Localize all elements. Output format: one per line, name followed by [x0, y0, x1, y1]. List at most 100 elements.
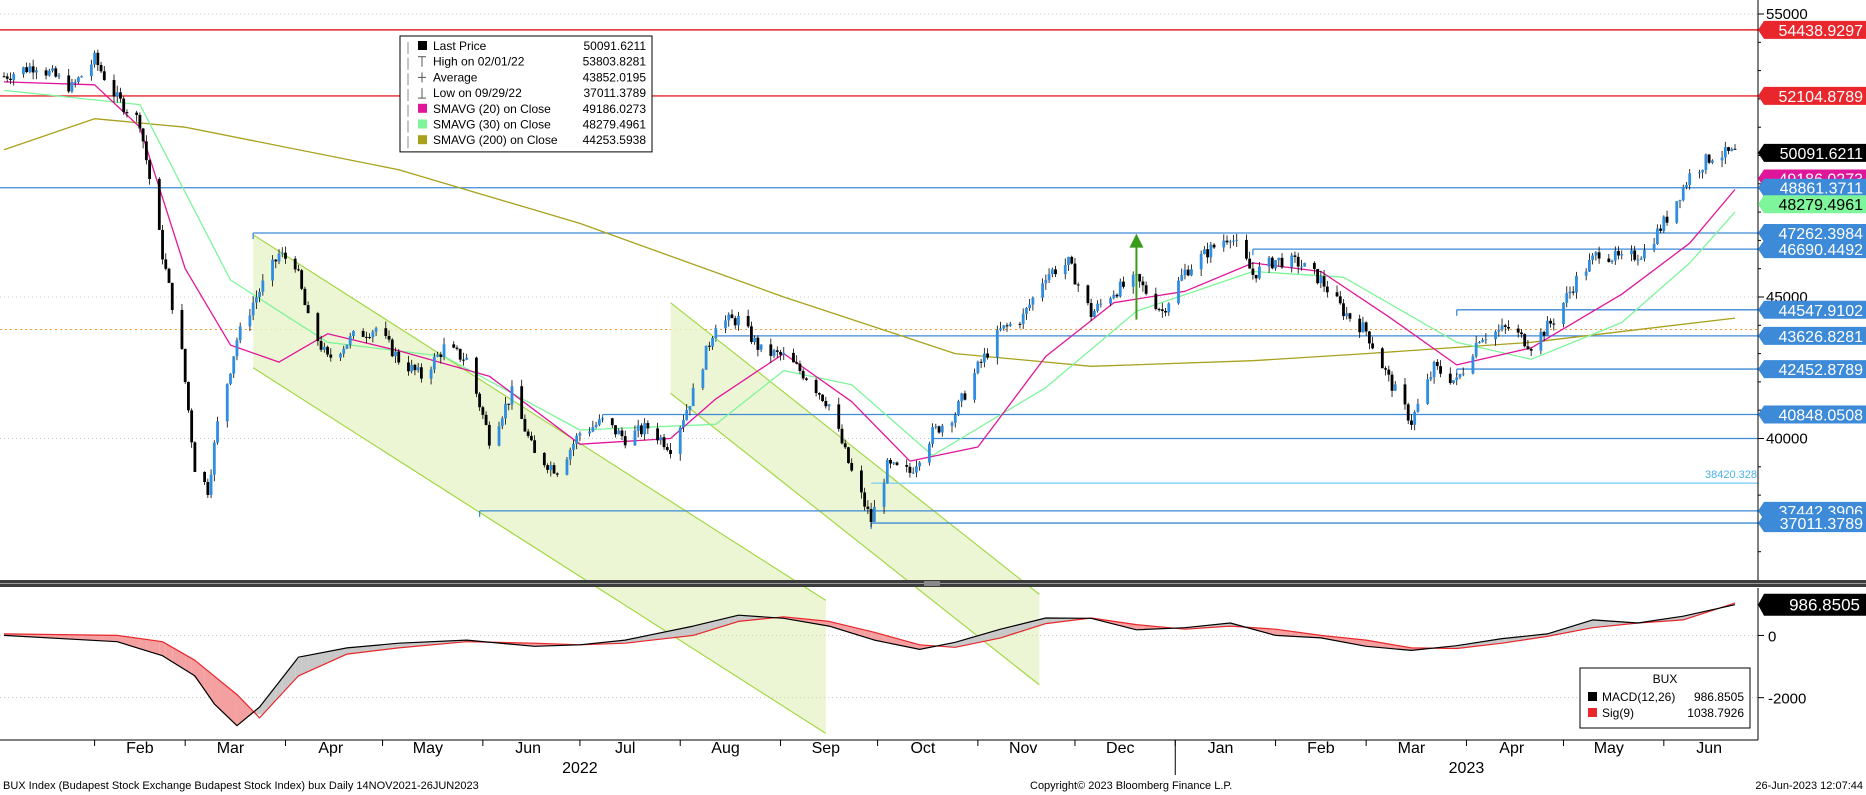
macd-diff-fill	[1052, 618, 1066, 623]
candle-body	[115, 92, 119, 97]
candle-body	[711, 337, 714, 347]
candle-body	[1342, 303, 1345, 317]
candle-body	[216, 421, 219, 443]
candle-body	[510, 386, 514, 405]
candle-body	[190, 410, 194, 443]
candle-body	[733, 318, 737, 326]
candle-body	[659, 437, 663, 441]
candle-body	[623, 436, 627, 446]
value-tag-label: 46690.4492	[1778, 242, 1863, 259]
fib-label: 38420.328	[1705, 469, 1757, 481]
value-tag-40848.0508: 40848.0508	[1758, 405, 1866, 425]
candle-body	[119, 92, 122, 99]
value-tag-label: 50091.6211	[1780, 146, 1863, 163]
legend-value: 49186.0273	[583, 102, 647, 116]
candle-body	[860, 470, 863, 493]
candle-body	[371, 331, 375, 338]
candle-body	[157, 178, 161, 230]
candle-body	[481, 407, 485, 415]
candle-body	[1293, 255, 1297, 257]
candle-body	[1516, 328, 1520, 333]
candle-body	[397, 351, 401, 363]
legend-value: 43852.0195	[583, 70, 647, 84]
candle-body	[1384, 368, 1387, 370]
candle-body	[1177, 280, 1180, 304]
candle-body	[1031, 297, 1035, 305]
value-tag-label: 47262.3984	[1778, 226, 1863, 243]
candle-body	[523, 418, 527, 432]
candle-body	[394, 351, 397, 357]
candle-body	[546, 465, 549, 470]
candle-body	[1325, 286, 1329, 293]
candle-body	[882, 483, 886, 507]
candle-body	[432, 356, 436, 370]
legend-value: 48279.4961	[583, 118, 647, 132]
macd-diff-fill	[1291, 631, 1299, 637]
value-tag-label: 48861.3711	[1780, 181, 1863, 198]
candle-body	[1047, 274, 1051, 281]
macd-diff-fill	[101, 635, 115, 642]
candle-body	[892, 462, 896, 464]
value-tag-52104.8789: 52104.8789	[1758, 86, 1866, 106]
candle-body	[724, 320, 727, 329]
candle-body	[601, 418, 604, 420]
candle-body	[520, 386, 524, 419]
candle-body	[1613, 250, 1617, 261]
candle-body	[885, 459, 889, 484]
candle-body	[25, 67, 29, 73]
candle-body	[737, 315, 740, 326]
macd-diff-fill	[94, 635, 102, 641]
candle-body	[1206, 249, 1210, 258]
candle-body	[54, 68, 58, 77]
candle-body	[390, 339, 394, 357]
candle-body	[148, 160, 151, 179]
candle-body	[995, 330, 999, 358]
candle-body	[1063, 265, 1067, 275]
candle-body	[617, 430, 621, 435]
candle-body	[1160, 309, 1164, 311]
value-tag-bg	[1758, 360, 1866, 379]
candle-body	[976, 361, 980, 374]
macd-diff-fill	[120, 635, 127, 645]
candle-body	[1597, 252, 1601, 259]
smavg-20-line	[3, 81, 1736, 462]
macd-diff-fill	[981, 632, 988, 642]
candle-body	[1617, 250, 1620, 256]
candle-body	[1086, 285, 1090, 304]
candle-body	[782, 352, 786, 355]
candle-body	[1698, 172, 1701, 174]
candle-body	[872, 506, 876, 523]
macd-value-tag-bg	[1758, 593, 1866, 616]
candle-body	[212, 442, 216, 475]
value-tag-bg	[1758, 514, 1866, 533]
macd-diff-fill	[825, 621, 839, 630]
macd-legend-marker	[1588, 708, 1597, 717]
candle-body	[940, 425, 944, 433]
legend-label: SMAVG (200) on Close	[433, 133, 558, 147]
candle-body	[167, 268, 171, 283]
candle-body	[413, 364, 417, 371]
candle-body	[141, 128, 145, 142]
candle-body	[597, 419, 601, 425]
macd-legend-marker	[1588, 692, 1597, 701]
candle-body	[1652, 243, 1656, 251]
macd-diff-fill	[81, 634, 95, 641]
candle-body	[704, 345, 708, 370]
candle-body	[915, 466, 918, 473]
candle-body	[837, 404, 841, 429]
candle-body	[1655, 228, 1659, 244]
candle-body	[410, 364, 414, 372]
candle-body	[232, 356, 236, 374]
candle-body	[1154, 293, 1158, 310]
candle-body	[487, 424, 491, 446]
smavg-30-line	[3, 89, 1736, 457]
x-month-label: Apr	[1499, 740, 1525, 757]
candle-body	[1228, 241, 1232, 243]
value-tag-54438.9297: 54438.9297	[1758, 20, 1866, 40]
candle-body	[1458, 374, 1462, 378]
candle-body	[352, 330, 355, 337]
candle-body	[662, 437, 666, 448]
candle-body	[714, 328, 718, 338]
candle-body	[1322, 276, 1326, 287]
legend-marker	[418, 41, 427, 50]
